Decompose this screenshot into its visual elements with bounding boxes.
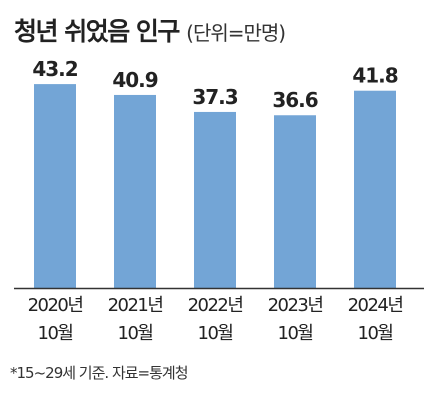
- chart-title-text: 청년 쉬었음 인구: [14, 17, 180, 46]
- x-tick-label-2-line-1: 10월: [198, 323, 233, 344]
- value-label-4: 41.8: [352, 64, 397, 88]
- chart-unit-note: (단위=만명): [186, 21, 286, 45]
- bar-4: [354, 90, 396, 288]
- x-tick-label-0-line-1: 10월: [38, 323, 73, 344]
- value-label-3: 36.6: [272, 88, 317, 112]
- chart-title: 청년 쉬었음 인구 (단위=만명): [14, 12, 286, 48]
- value-label-2: 37.3: [192, 85, 237, 109]
- x-tick-label-1-line-0: 2021년: [108, 295, 163, 316]
- value-label-0: 43.2: [32, 57, 77, 81]
- x-tick-label-1-line-1: 10월: [118, 323, 153, 344]
- x-tick-label-0-line-0: 2020년: [28, 295, 83, 316]
- x-tick-label-3-line-1: 10월: [278, 323, 313, 344]
- bar-0: [34, 84, 76, 288]
- bar-2: [194, 111, 236, 288]
- bars-group: [34, 84, 396, 289]
- x-tick-label-3-line-0: 2023년: [268, 295, 323, 316]
- x-tick-label-4-line-1: 10월: [358, 323, 393, 344]
- x-tick-labels-group: 2020년 10월 2021년 10월 2022년 10월 2023년 10월 2024년 10월: [28, 295, 404, 344]
- value-label-1: 40.9: [112, 68, 157, 92]
- bar-1: [114, 94, 156, 289]
- bar-3: [274, 115, 316, 288]
- footnote: *15~29세 기준. 자료=통계청: [10, 364, 189, 382]
- x-tick-label-2-line-0: 2022년: [188, 295, 243, 316]
- value-labels-group: 43.2 40.9 37.3 36.6 41.8: [32, 57, 398, 112]
- x-tick-label-4-line-0: 2024년: [348, 295, 403, 316]
